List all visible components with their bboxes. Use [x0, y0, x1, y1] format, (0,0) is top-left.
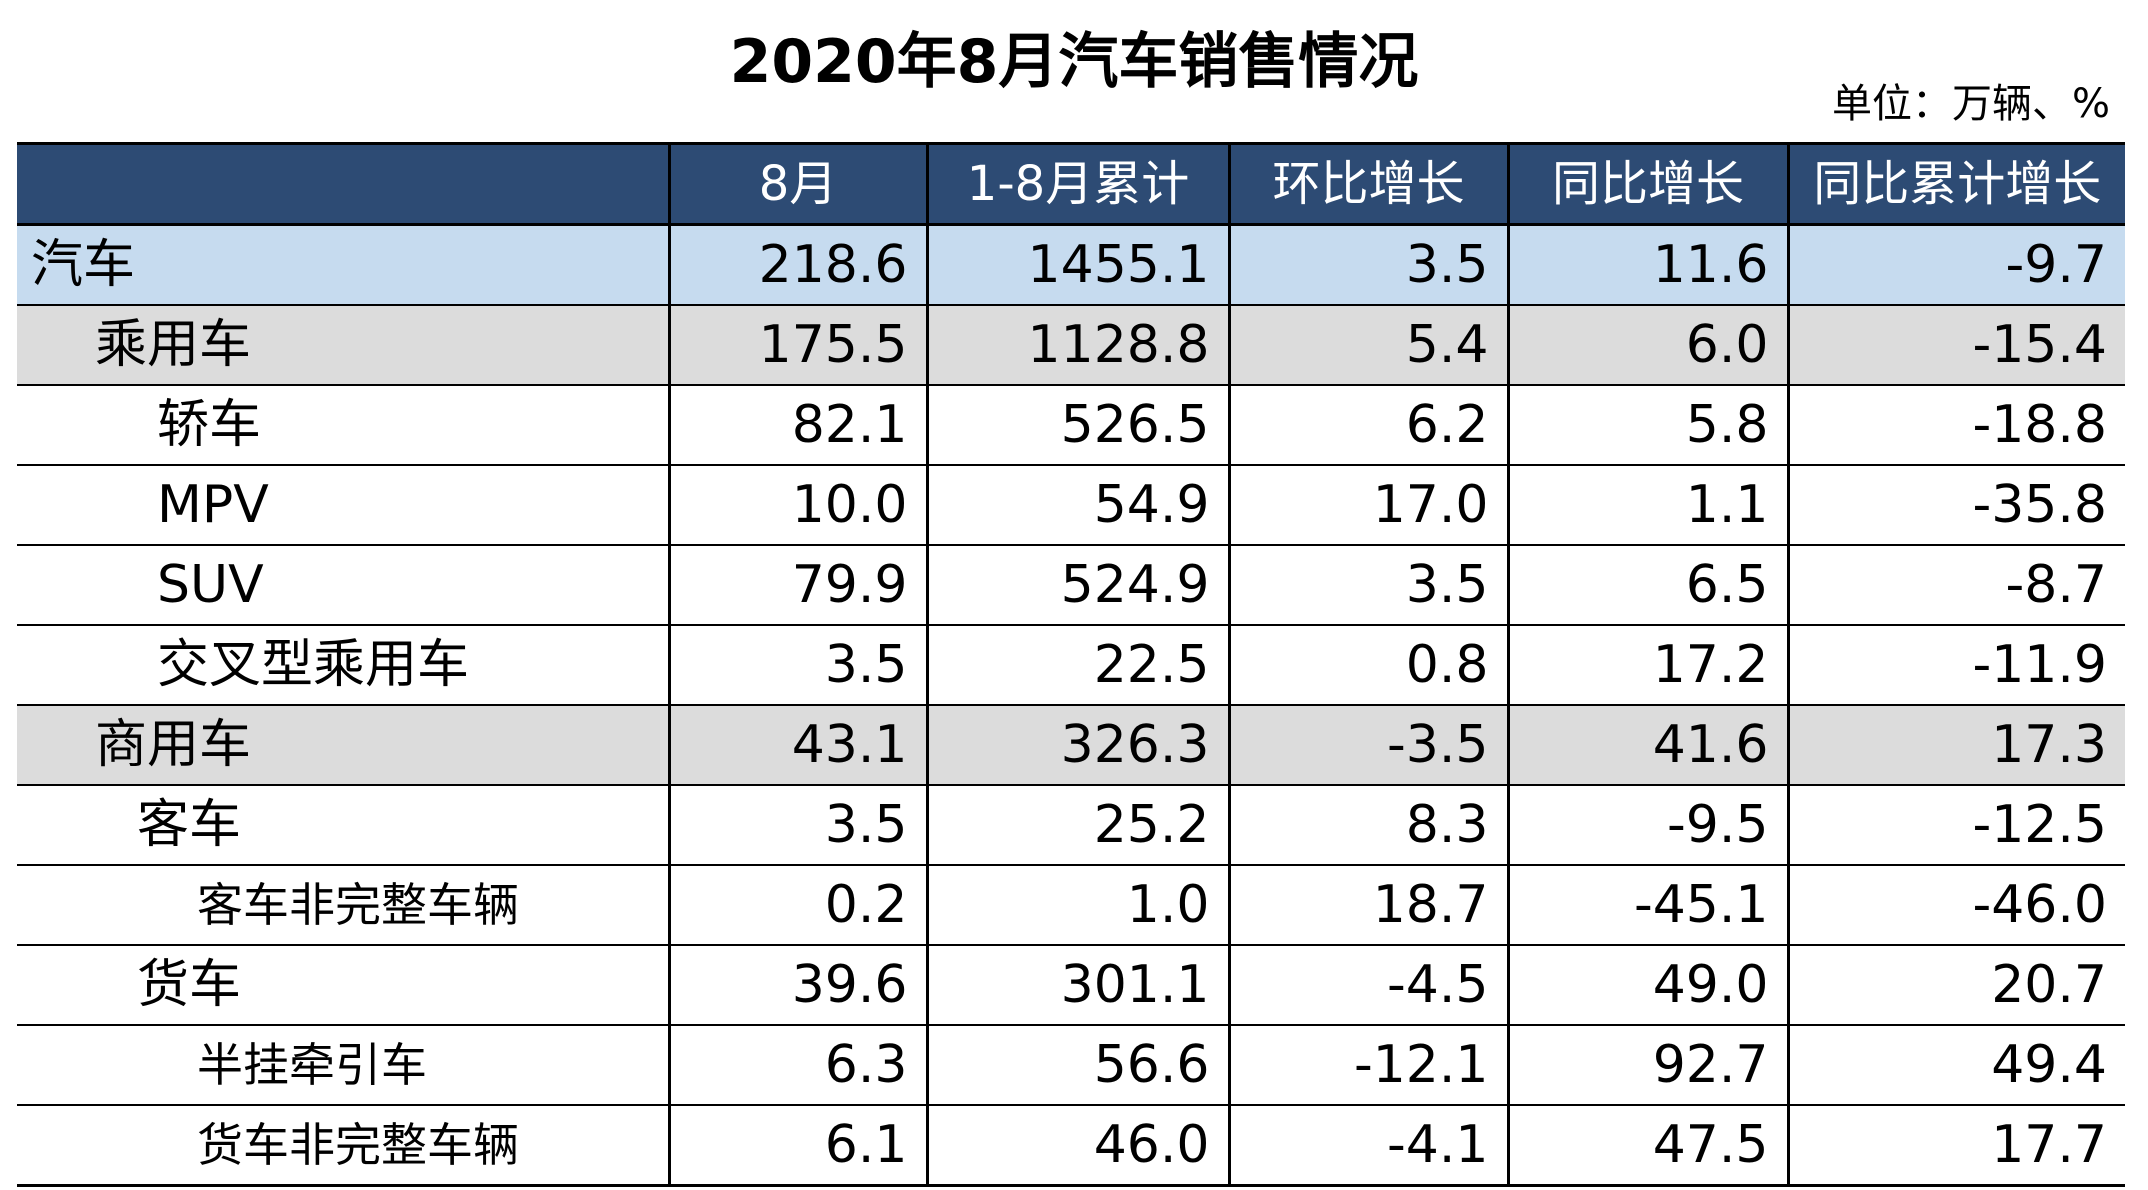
- cell-cumulative: 56.6: [925, 1025, 1229, 1106]
- table-row: 乘用车 175.5 1128.8 5.4 6.0 -15.4: [17, 305, 2125, 386]
- row-label: 客车非完整车辆: [17, 865, 669, 946]
- cell-month: 218.6: [667, 224, 927, 306]
- cell-yoy: -45.1: [1506, 865, 1788, 946]
- cell-yoy-cumulative: -18.8: [1786, 385, 2125, 466]
- cell-yoy-cumulative: 49.4: [1786, 1025, 2125, 1106]
- cell-mom: 3.5: [1227, 545, 1508, 626]
- cell-month: 6.1: [667, 1105, 927, 1187]
- cell-yoy: 41.6: [1506, 705, 1788, 786]
- cell-month: 6.3: [667, 1025, 927, 1106]
- sales-table: 8月 1-8月累计 环比增长 同比增长 同比累计增长 汽车 218.6 1455.1…: [17, 142, 2125, 1187]
- table-row: SUV 79.9 524.9 3.5 6.5 -8.7: [17, 545, 2125, 626]
- cell-yoy-cumulative: -11.9: [1786, 625, 2125, 706]
- row-label: 货车: [17, 945, 669, 1026]
- row-label: 交叉型乘用车: [17, 625, 669, 706]
- header-row: 8月 1-8月累计 环比增长 同比增长 同比累计增长: [17, 142, 2125, 226]
- table-row: 客车 3.5 25.2 8.3 -9.5 -12.5: [17, 785, 2125, 866]
- cell-yoy-cumulative: -8.7: [1786, 545, 2125, 626]
- cell-cumulative: 1128.8: [925, 305, 1229, 386]
- cell-cumulative: 1455.1: [925, 224, 1229, 306]
- table-row: 货车 39.6 301.1 -4.5 49.0 20.7: [17, 945, 2125, 1026]
- cell-month: 10.0: [667, 465, 927, 546]
- table-row: 货车非完整车辆 6.1 46.0 -4.1 47.5 17.7: [17, 1105, 2125, 1187]
- cell-yoy: 1.1: [1506, 465, 1788, 546]
- cell-mom: 0.8: [1227, 625, 1508, 706]
- cell-month: 3.5: [667, 625, 927, 706]
- cell-yoy-cumulative: 17.7: [1786, 1105, 2125, 1187]
- cell-mom: 3.5: [1227, 224, 1508, 306]
- cell-yoy-cumulative: -46.0: [1786, 865, 2125, 946]
- cell-yoy-cumulative: 17.3: [1786, 705, 2125, 786]
- cell-yoy-cumulative: -9.7: [1786, 224, 2125, 306]
- table-row: 客车非完整车辆 0.2 1.0 18.7 -45.1 -46.0: [17, 865, 2125, 946]
- cell-month: 82.1: [667, 385, 927, 466]
- cell-yoy: 92.7: [1506, 1025, 1788, 1106]
- cell-yoy: 17.2: [1506, 625, 1788, 706]
- cell-yoy: 6.5: [1506, 545, 1788, 626]
- cell-cumulative: 526.5: [925, 385, 1229, 466]
- cell-cumulative: 326.3: [925, 705, 1229, 786]
- cell-yoy: -9.5: [1506, 785, 1788, 866]
- cell-yoy: 49.0: [1506, 945, 1788, 1026]
- cell-mom: -4.1: [1227, 1105, 1508, 1187]
- table-row: 商用车 43.1 326.3 -3.5 41.6 17.3: [17, 705, 2125, 786]
- row-label: 货车非完整车辆: [17, 1105, 669, 1187]
- table-row: 半挂牵引车 6.3 56.6 -12.1 92.7 49.4: [17, 1025, 2125, 1106]
- cell-month: 39.6: [667, 945, 927, 1026]
- row-label: SUV: [17, 545, 669, 626]
- chart-title: 2020年8月汽车销售情况: [729, 27, 1419, 97]
- table-body: 汽车 218.6 1455.1 3.5 11.6 -9.7 乘用车 175.5 1128.8 5.…: [17, 224, 2125, 1187]
- cell-mom: 18.7: [1227, 865, 1508, 946]
- header-cell-mom: 环比增长: [1227, 142, 1508, 226]
- cell-yoy: 11.6: [1506, 224, 1788, 306]
- cell-month: 79.9: [667, 545, 927, 626]
- cell-yoy-cumulative: -15.4: [1786, 305, 2125, 386]
- cell-yoy-cumulative: -12.5: [1786, 785, 2125, 866]
- cell-cumulative: 1.0: [925, 865, 1229, 946]
- table-row: MPV 10.0 54.9 17.0 1.1 -35.8: [17, 465, 2125, 546]
- cell-cumulative: 524.9: [925, 545, 1229, 626]
- cell-yoy: 6.0: [1506, 305, 1788, 386]
- cell-month: 3.5: [667, 785, 927, 866]
- row-label: 客车: [17, 785, 669, 866]
- cell-mom: -12.1: [1227, 1025, 1508, 1106]
- cell-yoy: 5.8: [1506, 385, 1788, 466]
- row-label: 汽车: [17, 224, 669, 306]
- cell-cumulative: 301.1: [925, 945, 1229, 1026]
- cell-cumulative: 46.0: [925, 1105, 1229, 1187]
- cell-yoy-cumulative: -35.8: [1786, 465, 2125, 546]
- row-label: 商用车: [17, 705, 669, 786]
- header-cell-name: [17, 142, 669, 226]
- cell-yoy-cumulative: 20.7: [1786, 945, 2125, 1026]
- cell-mom: 17.0: [1227, 465, 1508, 546]
- row-label: 轿车: [17, 385, 669, 466]
- cell-mom: -4.5: [1227, 945, 1508, 1026]
- table-row: 汽车 218.6 1455.1 3.5 11.6 -9.7: [17, 224, 2125, 306]
- header-cell-cumulative: 1-8月累计: [925, 142, 1229, 226]
- table-row: 交叉型乘用车 3.5 22.5 0.8 17.2 -11.9: [17, 625, 2125, 706]
- cell-cumulative: 54.9: [925, 465, 1229, 546]
- cell-cumulative: 22.5: [925, 625, 1229, 706]
- cell-mom: -3.5: [1227, 705, 1508, 786]
- unit-note: 单位：万辆、%: [1831, 81, 2110, 127]
- cell-mom: 8.3: [1227, 785, 1508, 866]
- header-cell-yoy-cumulative: 同比累计增长: [1786, 142, 2125, 226]
- cell-month: 43.1: [667, 705, 927, 786]
- cell-cumulative: 25.2: [925, 785, 1229, 866]
- cell-month: 175.5: [667, 305, 927, 386]
- cell-mom: 6.2: [1227, 385, 1508, 466]
- row-label: 乘用车: [17, 305, 669, 386]
- cell-mom: 5.4: [1227, 305, 1508, 386]
- row-label: MPV: [17, 465, 669, 546]
- cell-yoy: 47.5: [1506, 1105, 1788, 1187]
- row-label: 半挂牵引车: [17, 1025, 669, 1106]
- table-row: 轿车 82.1 526.5 6.2 5.8 -18.8: [17, 385, 2125, 466]
- header-cell-yoy: 同比增长: [1506, 142, 1788, 226]
- cell-month: 0.2: [667, 865, 927, 946]
- header-cell-month: 8月: [667, 142, 927, 226]
